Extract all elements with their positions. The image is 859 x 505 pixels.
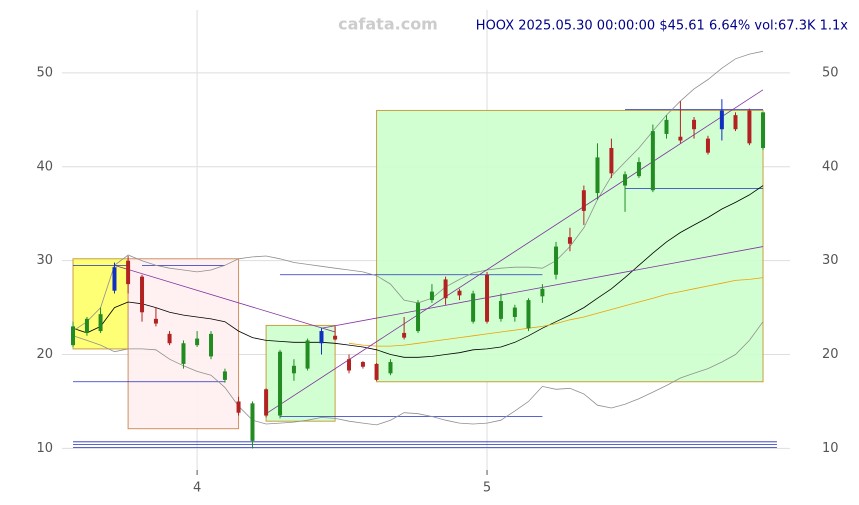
candle-body bbox=[595, 157, 600, 194]
candle-body bbox=[581, 190, 586, 211]
candle-body bbox=[319, 331, 324, 344]
candle-body bbox=[636, 162, 641, 177]
y-tick-label: 10 bbox=[36, 441, 53, 456]
candle-body bbox=[567, 237, 572, 244]
candle-body bbox=[181, 343, 186, 364]
candle-body bbox=[623, 174, 628, 186]
candle-body bbox=[512, 307, 517, 317]
candle-body bbox=[153, 318, 158, 324]
x-tick-label: 5 bbox=[483, 481, 491, 496]
candle-body bbox=[264, 389, 269, 416]
candle-body bbox=[761, 112, 766, 148]
candle-body bbox=[485, 274, 490, 322]
y-tick-label: 30 bbox=[36, 253, 53, 268]
candle-body bbox=[360, 362, 365, 367]
candle-body bbox=[609, 148, 614, 174]
candle-body bbox=[471, 293, 476, 322]
candle-body bbox=[222, 371, 227, 380]
candle-body bbox=[291, 365, 296, 374]
candle-body bbox=[733, 115, 738, 130]
candle-body bbox=[209, 333, 214, 357]
y-tick-label: 40 bbox=[36, 159, 53, 174]
candle-body bbox=[705, 138, 710, 153]
candle-body bbox=[457, 290, 462, 296]
candle-body bbox=[719, 110, 724, 130]
candle-body bbox=[84, 318, 89, 333]
candle-body bbox=[305, 340, 310, 369]
candle-body bbox=[554, 246, 559, 275]
candle-body bbox=[374, 363, 379, 380]
candle-body bbox=[429, 291, 434, 301]
candle-body bbox=[747, 110, 752, 144]
candle-body bbox=[402, 332, 407, 338]
y-tick-label: 50 bbox=[36, 65, 53, 80]
zone-box bbox=[72, 258, 129, 350]
candle-body bbox=[333, 335, 338, 340]
candle-body bbox=[347, 359, 352, 371]
candle-body bbox=[692, 119, 697, 130]
candle-body bbox=[443, 279, 448, 299]
candle-body bbox=[250, 403, 255, 441]
y-tick-label: 20 bbox=[36, 347, 53, 362]
candle-body bbox=[98, 314, 103, 332]
candle-body bbox=[167, 333, 172, 344]
candle-body bbox=[195, 338, 200, 346]
indicator-line bbox=[72, 321, 764, 426]
watermark: cafata.com bbox=[338, 15, 438, 34]
zone-box bbox=[127, 258, 240, 430]
candle-body bbox=[388, 362, 393, 374]
candle-body bbox=[112, 267, 117, 291]
candle-body bbox=[526, 300, 531, 329]
candle-body bbox=[678, 136, 683, 141]
candle-body bbox=[236, 401, 241, 413]
candle-body bbox=[278, 351, 283, 416]
candle-body bbox=[650, 131, 655, 191]
y2-tick-label: 40 bbox=[822, 159, 839, 174]
indicator-line bbox=[348, 277, 764, 347]
candle-body bbox=[140, 276, 145, 313]
y2-tick-label: 10 bbox=[822, 441, 839, 456]
y2-tick-label: 20 bbox=[822, 347, 839, 362]
x-tick-label: 4 bbox=[193, 481, 201, 496]
candle-body bbox=[126, 260, 131, 285]
candle-body bbox=[498, 301, 503, 319]
y2-tick-label: 50 bbox=[822, 65, 839, 80]
candle-body bbox=[664, 119, 669, 134]
y2-tick-label: 30 bbox=[822, 253, 839, 268]
chart-title: HOOX 2025.05.30 00:00:00 $45.61 6.64% vo… bbox=[476, 19, 848, 34]
indicator-line bbox=[72, 185, 764, 358]
candle-body bbox=[416, 302, 421, 332]
candle-body bbox=[540, 288, 545, 297]
trend-line bbox=[114, 264, 336, 333]
candle-body bbox=[71, 326, 76, 346]
